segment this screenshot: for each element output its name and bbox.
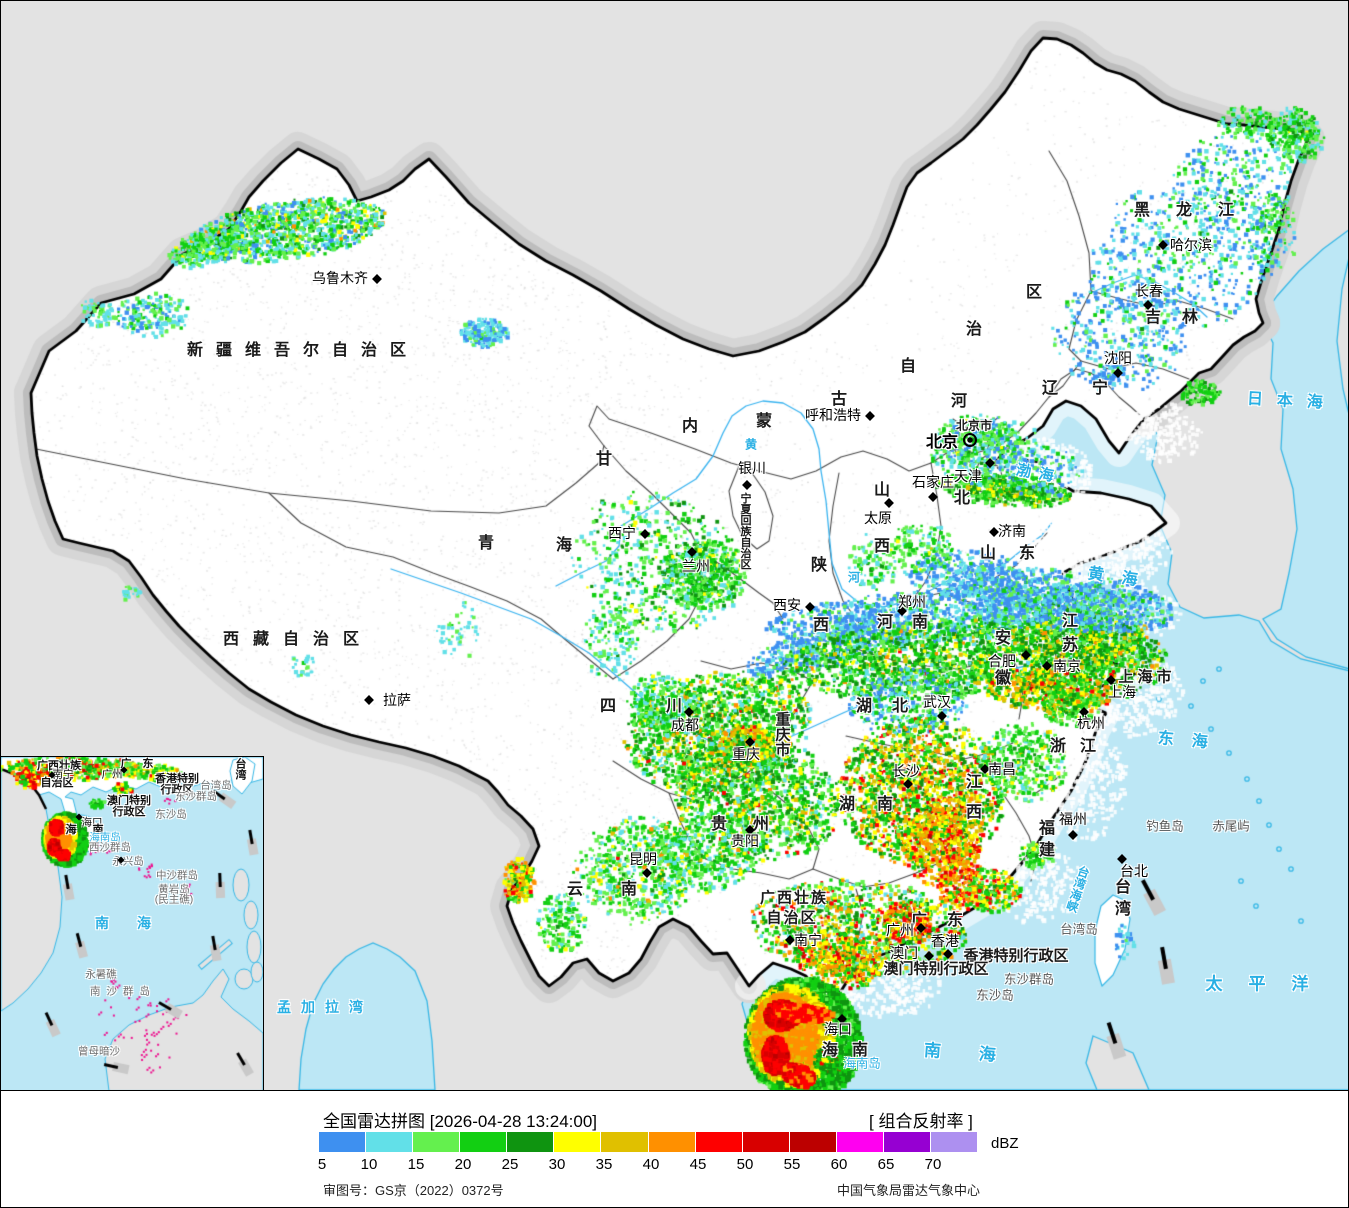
colorbar-segment (648, 1132, 695, 1152)
colorbar-tick: 35 (595, 1156, 613, 1173)
colorbar-ticks: 5 10 15 20 25 30 35 40 45 50 55 60 65 70 (317, 1156, 1019, 1174)
colorbar-tick: 20 (454, 1156, 472, 1173)
colorbar-tick: 70 (924, 1156, 942, 1173)
colorbar-tick: 65 (877, 1156, 895, 1173)
colorbar-segment (695, 1132, 742, 1152)
colorbar-tick: 25 (501, 1156, 519, 1173)
colorbar-segment (601, 1132, 648, 1152)
colorbar-tick: 30 (548, 1156, 566, 1173)
colorbar-segment (413, 1132, 460, 1152)
colorbar-tick: 45 (689, 1156, 707, 1173)
colorbar-tick: 60 (830, 1156, 848, 1173)
colorbar-segment (931, 1132, 978, 1152)
legend-panel: 全国雷达拼图 [2026-04-28 13:24:00] [ 组合反射率 ] d… (1, 1090, 1348, 1207)
colorbar-tick: 10 (360, 1156, 378, 1173)
colorbar-tick: 15 (407, 1156, 425, 1173)
colorbar-tick: 50 (736, 1156, 754, 1173)
china-radar-map: 新疆维吾尔自治区 西藏自治区青海甘内蒙古自治区黑龙江 吉林 辽宁河北山西山东 河南陕西宁… (1, 1, 1348, 1090)
product-type-label: [ 组合反射率 ] (869, 1112, 973, 1131)
colorbar-tick: 5 (317, 1156, 327, 1173)
colorbar-segment (742, 1132, 789, 1152)
inset-map-canvas (1, 757, 263, 1090)
colorbar-segment (554, 1132, 601, 1152)
map-title: 全国雷达拼图 [2026-04-28 13:24:00] (323, 1112, 598, 1131)
map-review-number: 审图号：GS京（2022）0372号 (323, 1183, 504, 1198)
colorbar-segment (883, 1132, 931, 1152)
south-china-sea-inset-map: 广西壮族 自治区广东南宁 广州 香港特别 行政区 澳门特别 行政区 台湾 台湾岛 东沙群岛 东沙岛海… (1, 756, 264, 1090)
reflectivity-colorbar (319, 1132, 978, 1152)
unit-label: dBZ (991, 1135, 1019, 1152)
colorbar-segment (789, 1132, 836, 1152)
colorbar-segment (507, 1132, 554, 1152)
colorbar-segment (319, 1132, 366, 1152)
colorbar-segment (836, 1132, 883, 1152)
colorbar-segment (366, 1132, 413, 1152)
colorbar-tick: 55 (783, 1156, 801, 1173)
colorbar-tick: 40 (642, 1156, 660, 1173)
colorbar-segment (460, 1132, 507, 1152)
agency-credit: 中国气象局雷达气象中心 (837, 1183, 981, 1198)
